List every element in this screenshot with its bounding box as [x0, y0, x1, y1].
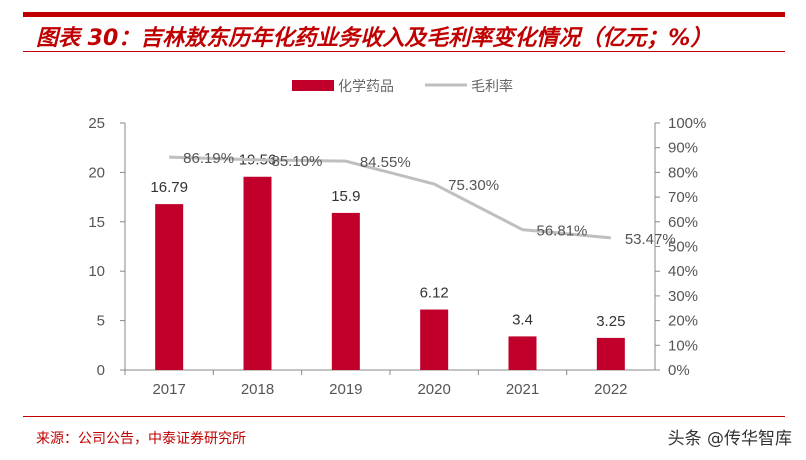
- legend-bar-label: 化学药品: [338, 79, 394, 95]
- x-tick-label: 2022: [594, 381, 627, 398]
- title-rule: [23, 51, 785, 52]
- x-tick-label: 2021: [506, 381, 539, 398]
- bar: [243, 176, 272, 370]
- line-data-label: 53.47%: [625, 231, 676, 248]
- left-tick-label: 25: [88, 115, 105, 132]
- right-tick-label: 90%: [668, 140, 698, 157]
- legend-line-label: 毛利率: [471, 78, 513, 95]
- bar: [596, 337, 625, 370]
- bar-data-label: 16.79: [150, 179, 188, 196]
- right-tick-label: 30%: [668, 288, 698, 305]
- bar-data-label: 6.12: [420, 285, 449, 302]
- footer-rule: [23, 416, 785, 417]
- bar: [331, 212, 360, 370]
- line-data-label: 56.81%: [537, 223, 588, 240]
- right-tick-label: 70%: [668, 189, 698, 206]
- bar-data-label: 3.4: [512, 311, 533, 328]
- x-tick-label: 2017: [152, 381, 185, 398]
- line-data-label: 75.30%: [448, 177, 499, 194]
- right-tick-label: 40%: [668, 263, 698, 280]
- right-tick-label: 80%: [668, 164, 698, 181]
- left-tick-label: 20: [88, 164, 105, 181]
- legend-bar-swatch: [292, 80, 334, 91]
- left-tick-label: 0: [97, 362, 105, 379]
- bar-data-label: 15.9: [331, 188, 360, 205]
- x-tick-label: 2018: [241, 381, 274, 398]
- line-data-label: 86.19%: [183, 150, 234, 167]
- right-tick-label: 20%: [668, 313, 698, 330]
- bar-data-label: 3.25: [596, 313, 625, 330]
- left-tick-label: 5: [97, 313, 105, 330]
- bar: [155, 204, 184, 370]
- right-tick-label: 50%: [668, 239, 698, 256]
- right-tick-label: 0%: [668, 362, 690, 379]
- line-data-label: 84.55%: [360, 154, 411, 171]
- line-series: [169, 155, 611, 240]
- bar: [420, 309, 449, 370]
- left-tick-label: 15: [88, 214, 105, 231]
- chart-title: 图表 30：吉林敖东历年化药业务收入及毛利率变化情况（亿元；%）: [36, 26, 713, 51]
- right-tick-label: 100%: [668, 115, 706, 132]
- bar: [508, 336, 537, 370]
- x-tick-label: 2019: [329, 381, 362, 398]
- source-note: 来源：公司公告，中泰证券研究所: [36, 431, 246, 447]
- x-tick-label: 2020: [417, 381, 450, 398]
- line-data-label: 85.10%: [272, 153, 323, 170]
- header-rule: [23, 12, 785, 17]
- left-tick-label: 10: [88, 263, 105, 280]
- watermark: 头条 @传华智库: [667, 429, 792, 449]
- right-tick-label: 10%: [668, 337, 698, 354]
- right-tick-label: 60%: [668, 214, 698, 231]
